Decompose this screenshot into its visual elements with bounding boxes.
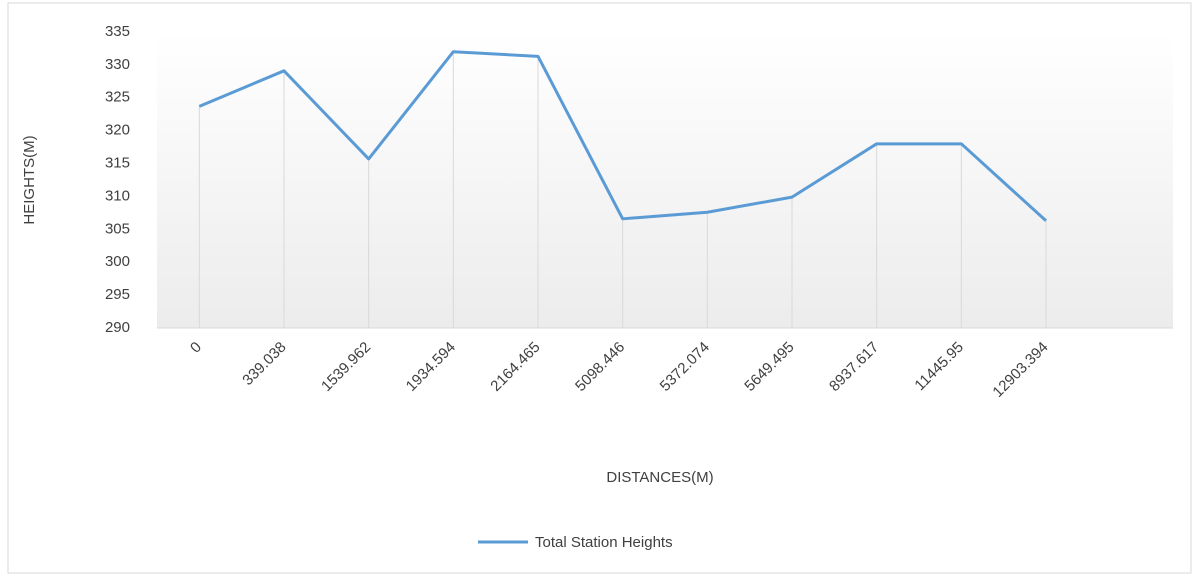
y-tick-label: 330: [105, 56, 130, 73]
y-axis-title: HEIGHTS(M): [21, 135, 38, 224]
y-tick-label: 305: [105, 220, 130, 237]
plot-area: [157, 32, 1173, 328]
y-tick-label: 315: [105, 155, 130, 172]
y-tick-label: 300: [105, 253, 130, 270]
x-axis-title: DISTANCES(M): [606, 469, 713, 486]
y-tick-label: 320: [105, 122, 130, 139]
y-tick-label: 295: [105, 286, 130, 303]
y-tick-label: 335: [105, 23, 130, 40]
y-tick-label: 310: [105, 187, 130, 204]
line-series: [198, 50, 1048, 222]
y-tick-label: 290: [105, 319, 130, 336]
legend-label: Total Station Heights: [535, 534, 673, 551]
y-tick-label: 325: [105, 89, 130, 106]
